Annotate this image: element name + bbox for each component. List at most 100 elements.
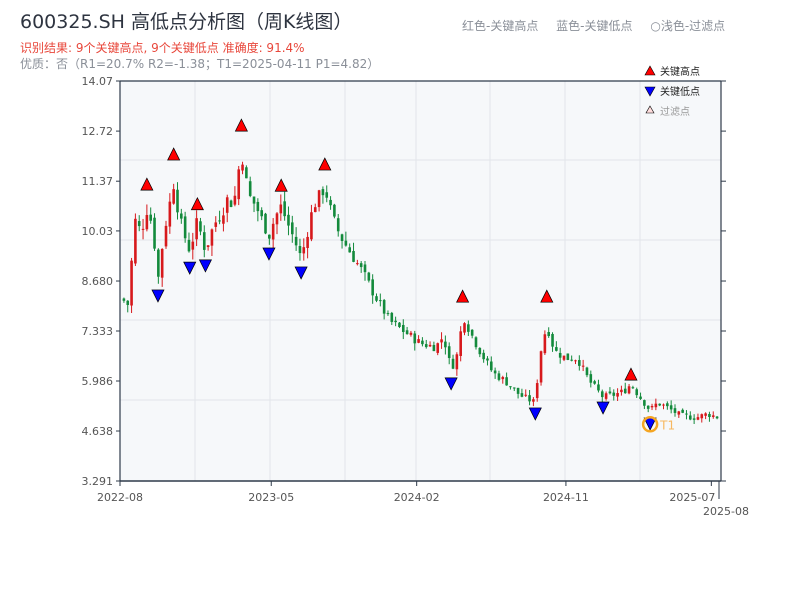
legend-filter-label: 过滤点 [660, 105, 690, 118]
y-tick-label: 7.333 [82, 325, 114, 338]
candle-body [153, 217, 156, 249]
candle-body [459, 331, 462, 356]
candle-body [589, 374, 593, 383]
candle-body [375, 296, 378, 301]
key-low-marker [596, 401, 610, 415]
candle-body [604, 393, 608, 399]
candle-body [424, 344, 428, 348]
candle-body [444, 341, 447, 348]
candle-body [447, 346, 451, 359]
candle-body [275, 213, 279, 225]
candle-body [677, 411, 681, 415]
candle-body [379, 300, 382, 302]
candle-body [325, 192, 329, 198]
candle-body [145, 214, 149, 230]
key-high-marker [318, 157, 332, 171]
candle-body [348, 247, 352, 253]
candle-body [704, 413, 707, 416]
candle-body [160, 248, 164, 278]
candle-body [428, 344, 432, 347]
key-low-marker [294, 266, 308, 280]
key-low-marker [528, 407, 542, 421]
candle-body [666, 403, 669, 407]
candle-body [627, 386, 631, 394]
candle-body [367, 272, 371, 281]
candle-body [593, 381, 596, 384]
candle-body [264, 213, 267, 234]
candle-body [371, 279, 374, 296]
y-tick-label: 4.638 [82, 425, 114, 438]
candle-body [467, 324, 470, 332]
candle-body [199, 221, 202, 232]
candle-body [455, 354, 459, 370]
candle-body [329, 199, 332, 206]
key-high-marker [456, 289, 470, 303]
candle-body [268, 234, 271, 239]
candle-body [157, 249, 160, 277]
candle-body [126, 300, 130, 305]
plot-area [120, 81, 721, 481]
candle-body [302, 247, 306, 254]
candle-body [172, 189, 175, 204]
candle-body [222, 215, 225, 224]
candle-body [214, 222, 218, 227]
candle-body [134, 218, 137, 264]
candle-body [711, 415, 715, 417]
candle-body [623, 388, 627, 394]
candle-body [401, 324, 405, 333]
candle-body [218, 220, 221, 222]
candle-body [176, 189, 179, 213]
candle-body [620, 389, 623, 393]
key-low-marker [183, 261, 197, 275]
candle-body [631, 387, 635, 389]
candle-body [474, 337, 478, 348]
candle-body [562, 355, 566, 360]
candle-body [436, 343, 440, 353]
y-tick-label: 10.03 [82, 225, 114, 238]
candle-body [451, 358, 455, 369]
legend-low-label: 关键低点 [660, 85, 700, 98]
candle-body [681, 409, 684, 413]
chart-title: 600325.SH 高低点分析图（周K线图） [20, 11, 353, 33]
candle-body [352, 250, 355, 262]
candle-body [432, 344, 436, 352]
candle-body [241, 164, 244, 171]
candle-body [252, 196, 256, 204]
candle-body [248, 181, 252, 196]
candle-body [555, 347, 558, 351]
legend: 关键高点 关键低点 过滤点 [644, 65, 700, 118]
candle-body [233, 195, 237, 205]
candle-body [164, 225, 168, 247]
legend-low-icon [644, 86, 656, 97]
candle-body [581, 365, 585, 367]
candle-body [612, 392, 616, 396]
candle-body [535, 383, 539, 399]
candle-body [478, 347, 482, 355]
candle-body [141, 228, 145, 230]
candle-body [635, 389, 639, 396]
candle-body [344, 240, 348, 246]
t1-label: T1 [659, 418, 675, 432]
candle-body [688, 415, 692, 420]
candle-body [195, 218, 198, 240]
candle-body [558, 352, 562, 358]
candle-body [463, 323, 466, 333]
candle-body [616, 393, 619, 397]
candle-body [229, 200, 233, 207]
candle-body [180, 213, 183, 219]
candle-body [137, 221, 141, 227]
candle-body [520, 393, 524, 397]
x-tick-label: 2023-05 [248, 491, 294, 504]
candle-body [130, 260, 133, 306]
candle-body [290, 222, 294, 235]
y-tick-label: 8.680 [82, 275, 114, 288]
candle-body [336, 218, 340, 232]
candle-body [650, 405, 654, 408]
candle-body [600, 391, 604, 398]
candle-body [187, 239, 191, 252]
candle-body [321, 189, 325, 196]
key-low-marker [262, 247, 276, 261]
candle-body [543, 334, 547, 354]
candle-body [512, 387, 516, 389]
candle-body [210, 229, 214, 246]
